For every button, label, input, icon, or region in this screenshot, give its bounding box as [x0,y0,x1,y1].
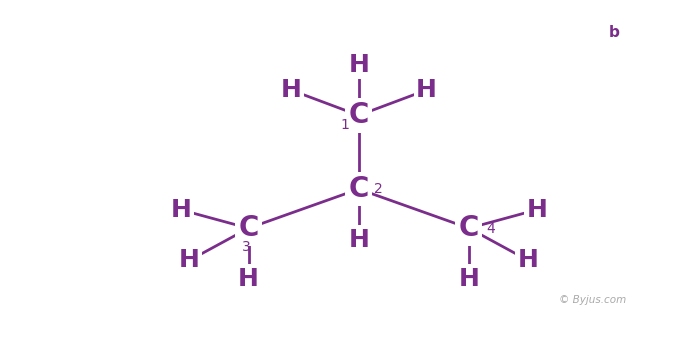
Text: 4: 4 [486,222,495,236]
Text: H: H [526,198,547,222]
Text: C: C [349,175,369,203]
Text: BYJU'S: BYJU'S [636,21,673,31]
Text: H: H [416,78,437,102]
Text: 3: 3 [241,240,251,254]
Circle shape [594,23,634,43]
Text: H: H [170,198,191,222]
Text: H: H [281,78,302,102]
Text: C: C [349,101,369,129]
Text: C: C [458,214,479,242]
Text: The Learning App: The Learning App [631,41,678,46]
Text: H: H [518,248,539,272]
Text: 2: 2 [374,182,383,196]
Text: H: H [238,267,259,291]
Text: H: H [458,267,480,291]
Text: C: C [239,214,259,242]
Text: © Byjus.com: © Byjus.com [559,295,626,305]
Text: b: b [608,25,620,40]
Text: H: H [178,248,199,272]
Text: 1: 1 [340,118,349,132]
Text: H: H [349,53,369,77]
Text: H: H [349,228,369,252]
